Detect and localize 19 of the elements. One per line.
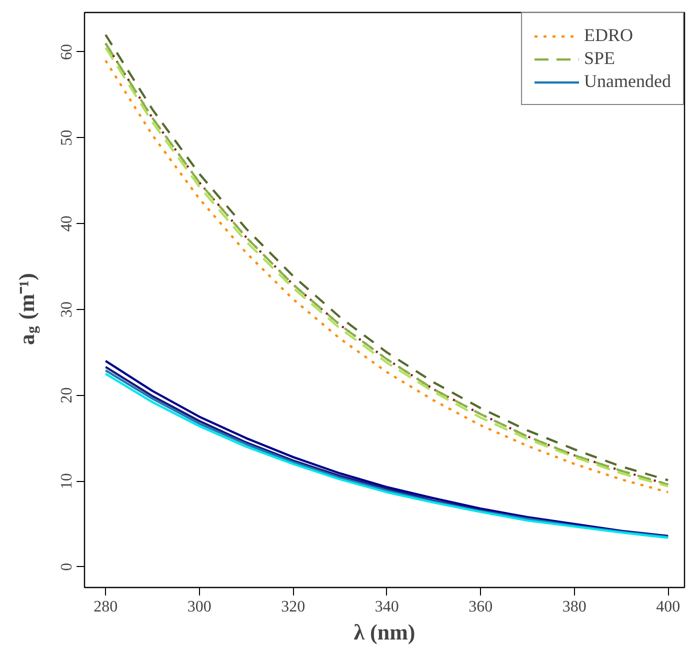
y-tick-label: 50 bbox=[58, 130, 76, 146]
legend-label: EDRO bbox=[584, 25, 634, 46]
x-tick-label: 360 bbox=[468, 598, 493, 616]
y-tick-label: 60 bbox=[58, 44, 76, 60]
x-tick-label: 300 bbox=[187, 598, 212, 616]
y-tick-label: 0 bbox=[58, 562, 76, 571]
x-tick-label: 280 bbox=[94, 598, 118, 616]
y-tick-label: 30 bbox=[58, 301, 76, 318]
y-tick-label: 20 bbox=[58, 387, 76, 404]
y-tick-label: 10 bbox=[58, 473, 76, 490]
x-tick-label: 320 bbox=[281, 598, 306, 616]
legend-label: SPE bbox=[584, 48, 616, 69]
y-axis-title: ag (m⁻¹) bbox=[14, 273, 40, 345]
x-tick-label: 380 bbox=[562, 598, 586, 616]
x-tick-label: 400 bbox=[656, 598, 680, 616]
x-axis-title: λ (nm) bbox=[354, 620, 416, 644]
legend-label: Unamended bbox=[584, 71, 671, 92]
y-tick-label: 40 bbox=[58, 216, 76, 232]
x-tick-label: 340 bbox=[374, 598, 399, 616]
